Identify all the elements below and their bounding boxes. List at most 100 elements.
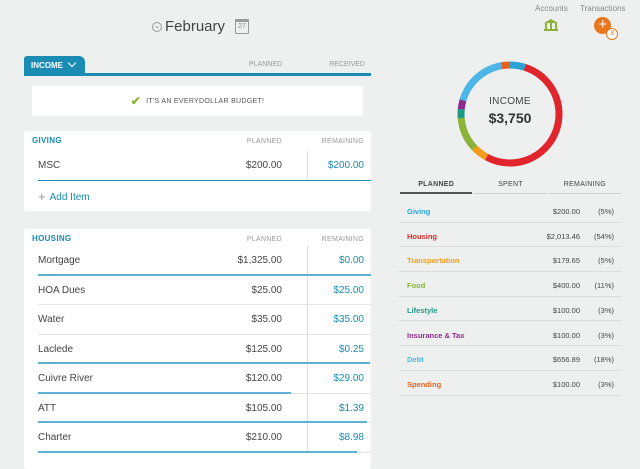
column-divider bbox=[307, 423, 308, 453]
item-planned[interactable]: $120.00 bbox=[245, 373, 282, 384]
item-name[interactable]: Water bbox=[38, 314, 65, 325]
summary-row[interactable]: Debt $656.89 (18%) bbox=[399, 346, 622, 371]
budget-status-banner: ✔ IT'S AN EVERYDOLLAR BUDGET! bbox=[32, 86, 363, 116]
item-planned[interactable]: $125.00 bbox=[245, 343, 282, 355]
item-name[interactable]: Laclede bbox=[38, 343, 74, 355]
income-tab[interactable]: INCOME bbox=[24, 56, 85, 76]
row-divider bbox=[38, 180, 371, 181]
category-amount: $100.00 bbox=[552, 305, 580, 315]
chevron-down-icon[interactable]: ⌄ bbox=[152, 21, 162, 32]
item-planned[interactable]: $210.00 bbox=[245, 432, 282, 443]
item-remaining: $8.98 bbox=[338, 432, 364, 443]
category-name: Insurance & Tax bbox=[407, 330, 465, 340]
add-item-label: Add Item bbox=[49, 192, 90, 203]
transactions-label: Transactions bbox=[580, 4, 626, 13]
budget-item-row[interactable]: Cuivre River $120.00 $29.00 bbox=[24, 364, 371, 394]
category-name: Debt bbox=[407, 355, 424, 365]
summary-row[interactable]: Transportation $179.65 (5%) bbox=[399, 247, 622, 273]
donut-segment-spending bbox=[457, 61, 563, 167]
budget-item-row[interactable]: Charter $210.00 $8.98 bbox=[24, 423, 371, 453]
income-received-header: RECEIVED bbox=[329, 61, 365, 68]
summary-row[interactable]: Spending $100.00 (3%) bbox=[399, 371, 622, 396]
column-divider bbox=[307, 334, 308, 364]
category-name: Spending bbox=[407, 379, 442, 389]
tab-planned[interactable]: PLANNED bbox=[400, 178, 473, 194]
item-name[interactable]: ATT bbox=[38, 402, 57, 414]
category-amount: $656.89 bbox=[552, 355, 580, 365]
budget-item-row[interactable]: HOA Dues $25.00 $25.00 bbox=[24, 275, 371, 305]
summary-row[interactable]: Insurance & Tax $100.00 (3%) bbox=[399, 322, 622, 347]
giving-planned-header: PLANNED bbox=[246, 138, 282, 145]
plus-icon: + bbox=[598, 16, 608, 33]
tab-spent[interactable]: SPENT bbox=[474, 178, 547, 194]
category-amount: $200.00 bbox=[552, 207, 580, 216]
add-transaction-button[interactable]: + 8 bbox=[594, 16, 619, 40]
summary-row[interactable]: Housing $2,013.46 (54%) bbox=[399, 223, 622, 248]
budget-item-row[interactable]: ATT $105.00 $1.39 bbox=[24, 393, 371, 423]
item-name[interactable]: Cuivre River bbox=[38, 373, 94, 384]
item-remaining: $25.00 bbox=[333, 284, 364, 296]
category-amount: $2,013.46 bbox=[546, 231, 580, 241]
category-amount: $100.00 bbox=[552, 379, 580, 389]
month-selector[interactable]: ⌄ February 27 bbox=[152, 18, 250, 35]
category-percent: (18%) bbox=[593, 355, 614, 365]
item-name[interactable]: Mortgage bbox=[38, 255, 81, 266]
budget-item-row[interactable]: MSC $200.00 $200.00 bbox=[24, 151, 371, 181]
category-name: Giving bbox=[407, 207, 431, 216]
housing-remaining-header: REMAINING bbox=[321, 236, 364, 243]
category-name: Food bbox=[407, 281, 426, 291]
add-item-button[interactable]: + Add Item bbox=[38, 188, 90, 204]
chevron-down-icon bbox=[67, 58, 77, 68]
calendar-icon[interactable]: 27 bbox=[235, 19, 250, 34]
category-amount: $179.65 bbox=[552, 256, 580, 266]
item-planned[interactable]: $35.00 bbox=[251, 314, 282, 325]
item-name[interactable]: Charter bbox=[38, 432, 72, 443]
column-divider bbox=[307, 393, 308, 423]
accounts-nav[interactable]: Accounts bbox=[535, 4, 568, 31]
budget-item-row[interactable]: Laclede $125.00 $0.25 bbox=[24, 334, 371, 364]
item-remaining: $200.00 bbox=[327, 160, 364, 171]
donut-value: $3,750 bbox=[488, 110, 532, 126]
item-remaining: $35.00 bbox=[333, 314, 364, 325]
giving-tab[interactable]: GIVING bbox=[32, 136, 62, 145]
housing-tab[interactable]: HOUSING bbox=[32, 234, 72, 243]
income-planned-header: PLANNED bbox=[249, 61, 283, 68]
item-name[interactable]: MSC bbox=[38, 160, 61, 171]
housing-card: HOUSING PLANNED REMAINING Mortgage $1,325… bbox=[24, 229, 371, 469]
income-tab-label: INCOME bbox=[31, 61, 63, 70]
item-planned[interactable]: $105.00 bbox=[245, 402, 282, 414]
summary-row[interactable]: Giving $200.00 (5%) bbox=[399, 198, 622, 223]
category-percent: (5%) bbox=[598, 256, 614, 266]
row-divider bbox=[38, 304, 371, 305]
transactions-nav[interactable]: Transactions + 8 bbox=[580, 4, 626, 40]
budget-item-row[interactable]: Mortgage $1,325.00 $0.00 bbox=[24, 246, 371, 276]
item-planned[interactable]: $200.00 bbox=[245, 160, 282, 171]
donut-center-label: INCOME $3,750 bbox=[456, 96, 564, 126]
summary-tabs: PLANNED SPENT REMAINING bbox=[399, 178, 622, 194]
category-percent: (5%) bbox=[598, 207, 614, 216]
spent-progress-bar bbox=[38, 450, 371, 453]
item-planned[interactable]: $25.00 bbox=[251, 284, 282, 296]
donut-segment-lifestyle bbox=[457, 61, 563, 167]
summary-row[interactable]: Lifestyle $100.00 (3%) bbox=[399, 297, 622, 322]
category-percent: (3%) bbox=[598, 305, 614, 315]
plus-icon: + bbox=[38, 189, 46, 204]
row-divider bbox=[38, 333, 371, 335]
item-planned[interactable]: $1,325.00 bbox=[237, 255, 283, 266]
tab-remaining[interactable]: REMAINING bbox=[548, 178, 621, 194]
donut-segment-housing bbox=[457, 61, 563, 167]
category-name: Housing bbox=[407, 231, 437, 241]
item-name[interactable]: HOA Dues bbox=[38, 284, 86, 296]
category-percent: (3%) bbox=[598, 330, 614, 340]
summary-row[interactable]: Food $400.00 (11%) bbox=[399, 272, 622, 297]
category-amount: $100.00 bbox=[552, 330, 580, 340]
housing-planned-header: PLANNED bbox=[246, 236, 282, 243]
checkmark-icon: ✔ bbox=[130, 94, 142, 108]
category-percent: (3%) bbox=[598, 379, 614, 389]
budget-item-row[interactable]: Water $35.00 $35.00 bbox=[24, 305, 371, 335]
item-remaining: $0.25 bbox=[338, 343, 364, 355]
category-name: Lifestyle bbox=[407, 305, 438, 315]
category-amount: $400.00 bbox=[552, 281, 580, 291]
spent-progress-bar bbox=[38, 391, 371, 394]
income-divider bbox=[24, 73, 371, 76]
